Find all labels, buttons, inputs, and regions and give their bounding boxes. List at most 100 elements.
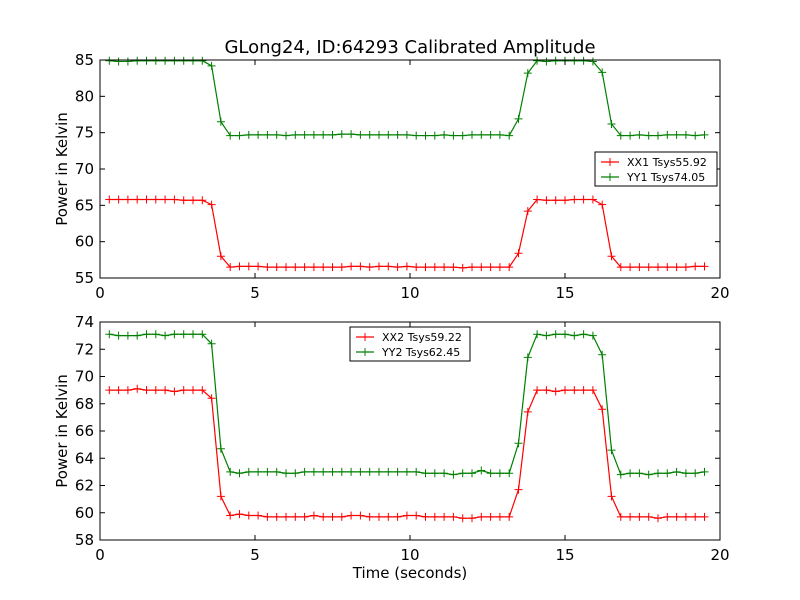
top-series-0-point: [616, 263, 625, 272]
top-legend-box: [594, 151, 718, 187]
top-series-1-point: [216, 117, 225, 126]
top-series-0-point: [207, 200, 216, 209]
bottom-series-0-point: [142, 386, 151, 395]
bottom-series-0-point: [179, 386, 188, 395]
bottom-series-0-point: [514, 485, 523, 494]
top-legend: XX1 Tsys55.92 YY1 Tsys74.05: [594, 151, 718, 187]
top-series-0-point: [263, 263, 272, 272]
top-series-1-point: [663, 130, 672, 139]
top-series-1-point: [533, 56, 542, 65]
bottom-series-1-point: [458, 469, 467, 478]
top-series-0-point: [384, 262, 393, 271]
bottom-series-0-point: [495, 512, 504, 521]
bottom-series-1-point: [375, 467, 383, 476]
top-series-0-point: [561, 196, 569, 205]
top-series-1-point: [644, 131, 653, 140]
bottom-series-0-point: [598, 405, 607, 414]
bottom-x-tick-label: 10: [400, 546, 419, 564]
bottom-series-1-point: [477, 466, 486, 475]
bottom-series-1-point: [570, 331, 579, 340]
bottom-series-1-point: [142, 330, 151, 339]
bottom-series-0-point: [384, 512, 393, 521]
bottom-series-0-point: [123, 386, 132, 395]
top-series-0-point: [226, 263, 235, 272]
top-series-1-point: [384, 130, 393, 139]
bottom-series-1-point: [347, 467, 356, 476]
top-series-1-point: [328, 130, 337, 139]
top-series-0-point: [142, 195, 151, 204]
bottom-subplot: Power in Kelvin Time (seconds) 0 5 10 15 20 5…: [53, 313, 730, 582]
bottom-series-0-point: [328, 512, 337, 521]
top-series-0-point: [114, 195, 123, 204]
top-series-0-point: [198, 196, 207, 205]
top-series-1-point: [300, 130, 309, 139]
top-series-0-point: [244, 262, 253, 271]
bottom-series-1-point: [123, 331, 132, 340]
bottom-y-tick-label: 72: [75, 340, 94, 358]
top-series-0-point: [533, 195, 542, 204]
bottom-series-1-point: [356, 467, 365, 476]
top-series-1-point: [468, 130, 476, 139]
top-series-0-point: [123, 195, 132, 204]
top-y-tick-label: 60: [75, 233, 94, 251]
bottom-series-1-point: [179, 330, 188, 339]
top-series-0-point: [300, 263, 309, 272]
bottom-x-tick-label: 5: [250, 546, 260, 564]
top-series-1-point: [477, 130, 486, 139]
top-series-1-point: [189, 56, 197, 65]
top-series-0-point: [291, 263, 300, 272]
top-series-0-point: [328, 263, 337, 272]
top-series-1-point: [421, 131, 430, 140]
bottom-series-1-point: [644, 470, 653, 479]
top-series-0-point: [216, 252, 225, 261]
top-series-1-point: [616, 131, 625, 140]
top-series-1-point: [691, 131, 700, 140]
top-series-1-point: [151, 56, 160, 65]
top-series-1-point: [272, 130, 281, 139]
bottom-series-0-point: [244, 511, 253, 520]
bottom-series-0-point: [468, 514, 476, 523]
bottom-series-0-point: [161, 386, 170, 395]
bottom-legend-label-0: XX2 Tsys59.22: [382, 331, 462, 344]
bottom-series-0-point: [430, 512, 439, 521]
top-series-1-point: [356, 130, 365, 139]
top-series-1-point: [337, 130, 346, 139]
top-series-0-point: [272, 263, 281, 272]
bottom-series-0-point: [365, 512, 374, 521]
bottom-series-1-point: [105, 330, 114, 339]
top-series-0-point: [588, 195, 597, 204]
top-y-tick-label: 65: [75, 196, 94, 214]
top-series-1-point: [700, 130, 709, 139]
bottom-series-1-point: [393, 467, 402, 476]
bottom-series-0-point: [626, 512, 635, 521]
bottom-series-1-point: [300, 467, 309, 476]
bottom-series-1-point: [561, 330, 569, 339]
bottom-series-1-point: [626, 469, 635, 478]
top-series-1-point: [170, 56, 179, 65]
bottom-series-0-point: [402, 511, 411, 520]
bottom-series-1-point: [700, 467, 709, 476]
top-series-1-point: [133, 56, 142, 65]
bottom-series-1-point: [412, 467, 421, 476]
bottom-series-1-point: [523, 353, 532, 362]
bottom-y-tick-label: 60: [75, 504, 94, 522]
top-series-1-point: [402, 130, 411, 139]
top-series-0-point: [105, 195, 114, 204]
bottom-series-1-point: [430, 469, 439, 478]
top-series-1-point: [551, 56, 560, 65]
top-series-1-point: [309, 130, 318, 139]
bottom-series-0-point: [151, 386, 160, 395]
top-series-0-point: [347, 262, 356, 271]
bottom-x-tick-label: 20: [710, 546, 729, 564]
top-series-0-point: [626, 263, 635, 272]
bottom-series-1-point: [607, 446, 616, 455]
top-series-0-point: [691, 262, 700, 271]
bottom-series-1-point: [291, 469, 300, 478]
bottom-x-tick-label: 15: [555, 546, 574, 564]
bottom-series-0-point: [282, 512, 290, 521]
bottom-series-0-point: [449, 512, 458, 521]
top-series-1-point: [375, 130, 383, 139]
top-series-1-point: [579, 56, 588, 65]
bottom-series-0-point: [579, 386, 588, 395]
